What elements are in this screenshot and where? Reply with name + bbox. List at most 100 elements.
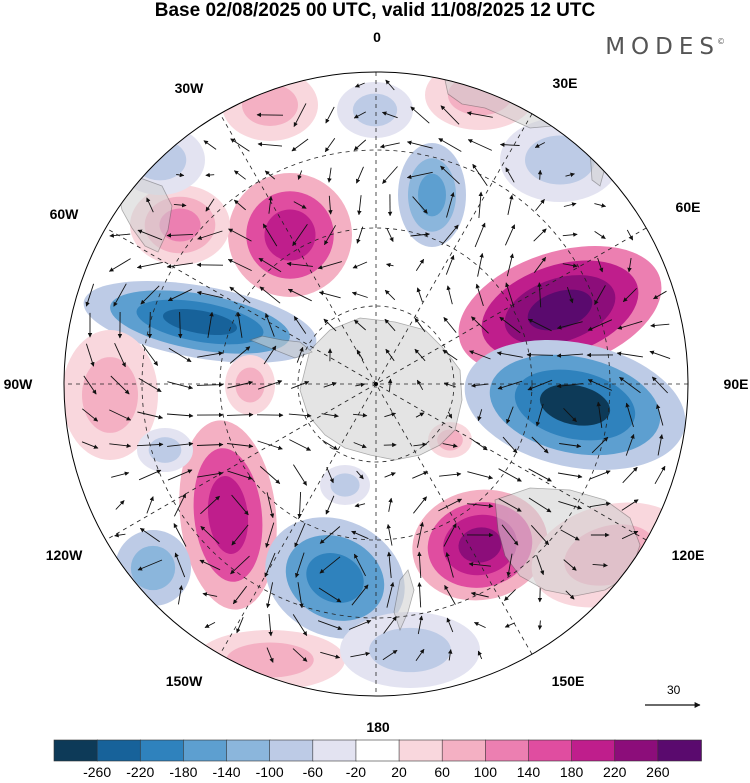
wind-arrow-148 [83, 375, 97, 395]
wind-arrow-216 [356, 470, 364, 480]
wind-arrow-162 [497, 380, 523, 390]
wind-arrow-209 [138, 469, 162, 481]
colorbar-tick-label: 180 [559, 764, 584, 780]
wind-arrow-268 [295, 552, 305, 578]
wind-arrow-307 [320, 651, 341, 659]
wind-arrow-139 [414, 348, 426, 362]
wind-arrow-117 [353, 319, 366, 331]
wind-arrow-160 [443, 382, 456, 388]
wind-arrow-39 [233, 199, 246, 211]
wind-arrow-192 [196, 442, 224, 447]
wind-arrow-28 [356, 166, 364, 184]
wind-arrow-305 [266, 647, 274, 663]
wind-arrow-164 [556, 383, 583, 389]
wind-arrow-55 [197, 230, 223, 240]
new-zealand-land [393, 569, 415, 632]
wind-arrow-281 [232, 585, 248, 605]
wind-arrow-177 [353, 413, 368, 418]
wind-arrow-210 [167, 469, 193, 481]
wind-arrow-190 [136, 442, 164, 447]
wind-arrow-294 [236, 617, 244, 634]
wind-arrow-215 [326, 467, 334, 484]
anomaly-cell-21-1 [330, 473, 360, 497]
colorbar-tick-label: -100 [255, 764, 284, 780]
wind-arrow-133 [229, 346, 251, 364]
wind-arrow-226 [654, 465, 666, 485]
wind-arrow-14 [324, 137, 336, 153]
wind-arrow-269 [319, 556, 341, 574]
wind-arrow-232 [266, 492, 275, 519]
wind-arrow-202 [502, 436, 518, 454]
wind-arrow-244 [621, 499, 639, 511]
wind-arrow-275 [506, 553, 513, 577]
wind-arrow-5 [353, 111, 367, 119]
wind-arrow-38 [205, 198, 215, 212]
wind-arrow-143 [526, 352, 554, 358]
wind-arrow-101 [475, 283, 484, 307]
wind-arrow-283 [297, 582, 304, 609]
colorbar-tick-label: -260 [83, 764, 112, 780]
longitude-label-60w: 60W [49, 206, 79, 222]
wind-arrow-95 [287, 288, 312, 302]
wind-arrow-270 [353, 553, 367, 577]
wind-arrow-260 [560, 529, 580, 541]
wind-arrow-3 [293, 103, 307, 127]
wind-arrow-128 [85, 343, 95, 367]
wind-arrow-63 [441, 224, 459, 246]
wind-arrow-135 [296, 346, 304, 363]
wind-arrow-53 [137, 229, 163, 241]
wind-arrow-22 [176, 172, 185, 178]
wind-arrow-178 [384, 412, 397, 418]
wind-arrow-97 [351, 291, 368, 298]
wind-arrow-176 [321, 413, 339, 418]
wind-arrow-171 [166, 413, 194, 418]
wind-arrow-115 [293, 316, 307, 334]
wind-arrow-9 [466, 111, 493, 118]
wind-arrow-103 [537, 282, 542, 308]
wind-arrow-230 [200, 495, 220, 515]
wind-arrow-26 [297, 170, 303, 180]
colorbar-tick-label: -60 [302, 764, 323, 780]
wind-arrow-127 [650, 323, 670, 328]
wind-arrow-61 [386, 228, 394, 243]
wind-arrow-60 [356, 226, 364, 244]
wind-arrow-225 [622, 466, 638, 484]
wind-arrow-191 [167, 441, 194, 447]
wind-arrow-25 [264, 170, 276, 180]
wind-arrow-57 [262, 223, 278, 247]
wind-arrow-66 [533, 228, 547, 242]
wind-arrow-182 [506, 406, 514, 424]
wind-arrow-151 [167, 381, 194, 390]
wind-arrow-49 [535, 199, 545, 211]
wind-arrow-59 [324, 225, 336, 246]
wind-arrow-224 [589, 470, 611, 480]
wind-arrow-274 [468, 562, 491, 567]
wind-arrow-94 [259, 286, 281, 304]
wind-arrow-247 [173, 523, 187, 547]
wind-arrow-238 [438, 498, 463, 512]
wind-arrow-93 [229, 286, 251, 304]
wind-arrow-194 [257, 440, 283, 450]
wind-arrow-121 [471, 316, 489, 334]
anomaly-cell-17-1 [369, 627, 451, 673]
wind-arrow-29 [382, 166, 398, 184]
anomaly-cell-20-1 [148, 437, 182, 463]
longitude-label-90e: 90E [723, 376, 749, 392]
wind-arrow-56 [228, 228, 252, 242]
colorbar-tick-label: -140 [212, 764, 241, 780]
wind-arrow-20 [499, 142, 520, 147]
wind-arrow-35 [565, 172, 575, 178]
wind-arrow-249 [231, 524, 249, 546]
wind-arrow-246 [139, 527, 160, 543]
wind-arrow-241 [528, 497, 552, 513]
wind-arrow-81 [445, 254, 455, 275]
wind-arrow-254 [386, 523, 393, 546]
wind-arrow-214 [293, 464, 307, 486]
wind-arrow-237 [413, 496, 427, 514]
wind-arrow-175 [288, 413, 312, 418]
wind-arrow-155 [291, 380, 310, 389]
wind-arrow-12 [257, 142, 283, 147]
wind-arrow-159 [416, 379, 424, 391]
wind-arrow-120 [443, 317, 457, 333]
wind-arrow-58 [292, 224, 308, 247]
